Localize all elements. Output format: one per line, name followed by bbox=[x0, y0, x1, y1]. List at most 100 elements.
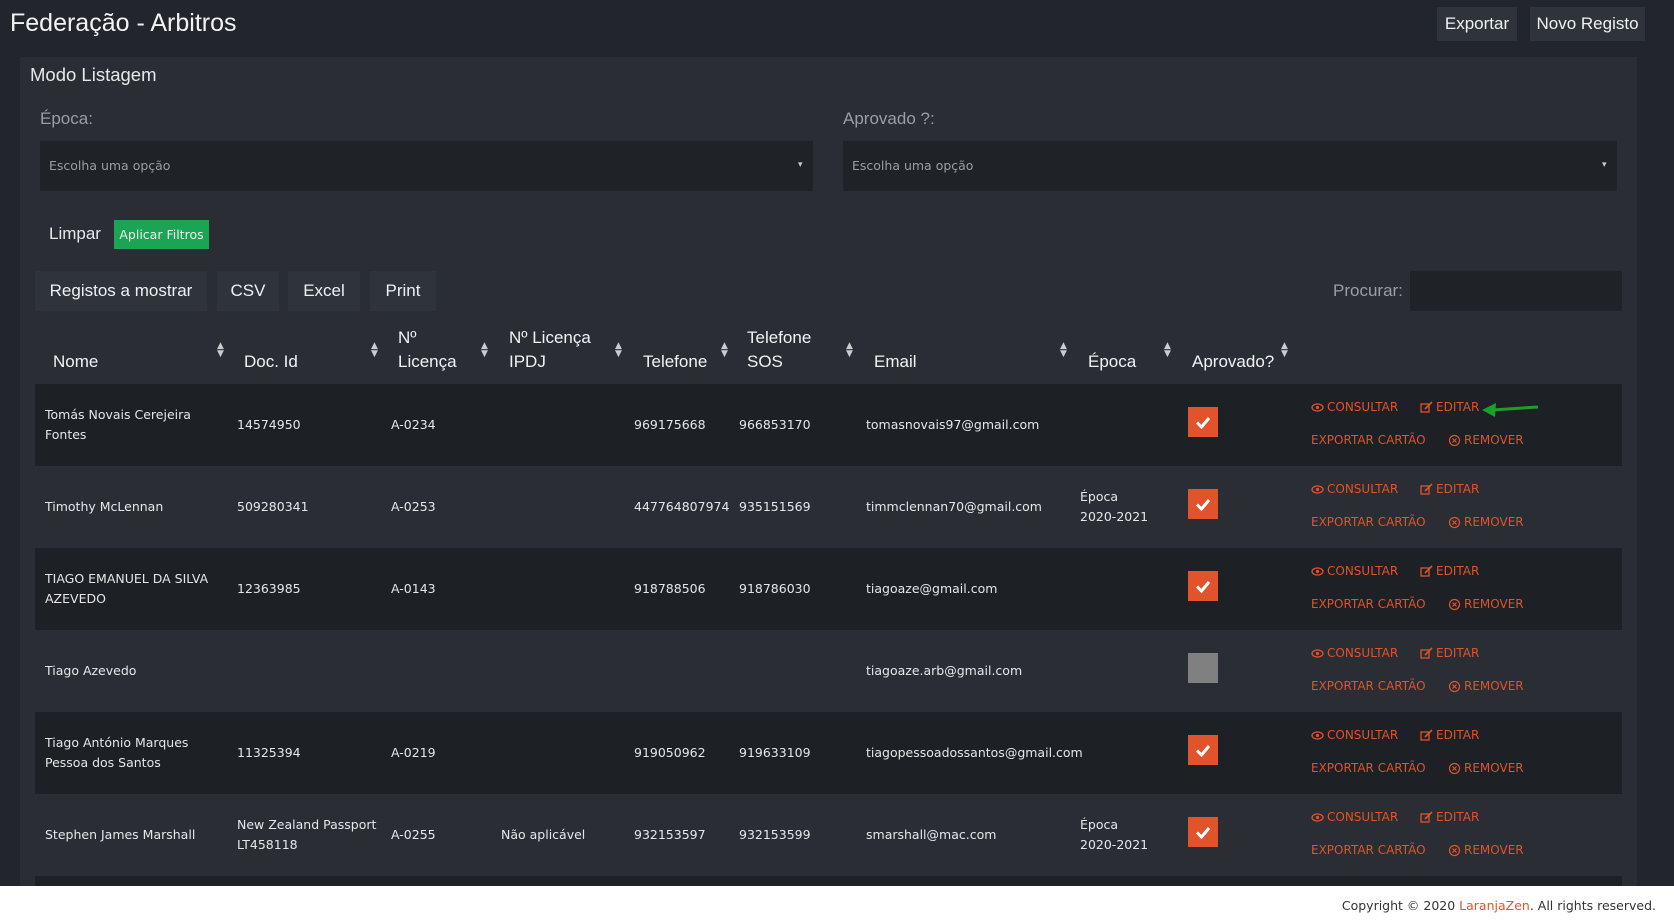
approved-checkbox[interactable] bbox=[1188, 653, 1218, 683]
cell-text: 919633109 bbox=[739, 745, 811, 760]
cell-text: Tomás Novais Cerejeira bbox=[45, 407, 191, 422]
cell-text: Pessoa dos Santos bbox=[45, 755, 161, 770]
sort-icon: ▲ ▼ bbox=[721, 341, 728, 359]
icon bbox=[1311, 484, 1324, 494]
table-cell: Stephen James Marshall bbox=[45, 825, 195, 845]
approved-checkbox[interactable] bbox=[1188, 571, 1218, 601]
action-link[interactable]: EXPORTAR CARTÃO bbox=[1311, 433, 1426, 447]
action-text: CONSULTAR bbox=[1327, 810, 1399, 824]
brand-link[interactable]: LaranjaZen bbox=[1459, 898, 1530, 913]
action-link[interactable]: CONSULTAR bbox=[1311, 400, 1398, 414]
approved-checkbox[interactable] bbox=[1188, 817, 1218, 847]
table-cell: TIAGO EMANUEL DA SILVA AZEVEDO bbox=[45, 569, 208, 609]
column-header: Telefone bbox=[643, 352, 708, 371]
cell-text: 935151569 bbox=[739, 499, 811, 514]
action-link[interactable]: EXPORTAR CARTÃO bbox=[1311, 515, 1426, 529]
cell-text: AZEVEDO bbox=[45, 591, 106, 606]
cell-text: 12363985 bbox=[237, 581, 301, 596]
action-text: CONSULTAR bbox=[1327, 482, 1399, 496]
action-link[interactable]: REMOVER bbox=[1448, 679, 1524, 693]
icon bbox=[1448, 434, 1461, 446]
column-header: Email bbox=[874, 352, 917, 371]
action-link[interactable]: CONSULTAR bbox=[1311, 482, 1398, 496]
panel-title: Modo Listagem bbox=[30, 64, 157, 85]
action-link[interactable]: REMOVER bbox=[1448, 761, 1524, 775]
icon bbox=[1448, 516, 1461, 528]
action-text: REMOVER bbox=[1464, 679, 1524, 693]
icon bbox=[1420, 482, 1433, 495]
column-header: Telefone bbox=[747, 328, 812, 347]
footer-text: Copyright © 2020 LaranjaZen. All rights … bbox=[1342, 898, 1656, 913]
action-link[interactable]: EXPORTAR CARTÃO bbox=[1311, 843, 1426, 857]
action-link[interactable]: REMOVER bbox=[1448, 433, 1524, 447]
action-text: EDITAR bbox=[1436, 646, 1480, 660]
cell-text: 966853170 bbox=[739, 417, 811, 432]
check bbox=[1195, 499, 1211, 512]
select[interactable] bbox=[843, 141, 1617, 191]
action-link[interactable]: EXPORTAR CARTÃO bbox=[1311, 597, 1426, 611]
approved-checkbox[interactable] bbox=[1188, 735, 1218, 765]
action-link[interactable]: CONSULTAR bbox=[1311, 646, 1398, 660]
new-record-button[interactable]: Novo Registo bbox=[1530, 7, 1645, 41]
action-link[interactable]: EDITAR bbox=[1420, 728, 1479, 742]
table-cell: smarshall@mac.com bbox=[866, 825, 996, 845]
table-cell: Tomás Novais Cerejeira Fontes bbox=[45, 405, 191, 445]
select-placeholder: Escolha uma opção bbox=[852, 158, 974, 173]
icon bbox=[1420, 646, 1433, 659]
clear-button[interactable]: Limpar bbox=[49, 224, 101, 243]
action-link[interactable]: REMOVER bbox=[1448, 843, 1524, 857]
search-input[interactable] bbox=[1410, 271, 1622, 311]
action-link[interactable]: EDITAR bbox=[1420, 810, 1479, 824]
icon bbox=[1448, 762, 1461, 774]
filter-label: Época: bbox=[40, 109, 93, 128]
action-link[interactable]: REMOVER bbox=[1448, 515, 1524, 529]
action-link[interactable]: EDITAR bbox=[1420, 646, 1479, 660]
table-row bbox=[35, 794, 1622, 876]
select[interactable] bbox=[40, 141, 813, 191]
apply-button[interactable]: Aplicar Filtros bbox=[114, 220, 209, 249]
page-title: Federação - Arbitros bbox=[10, 9, 237, 37]
table-cell: Época 2020-2021 bbox=[1080, 815, 1148, 855]
toolbar-button[interactable]: Print bbox=[370, 271, 436, 311]
table-row bbox=[35, 630, 1622, 712]
action-link[interactable]: REMOVER bbox=[1448, 597, 1524, 611]
action-text: EXPORTAR CARTÃO bbox=[1311, 597, 1426, 611]
check bbox=[1195, 827, 1211, 840]
action-link[interactable]: CONSULTAR bbox=[1311, 810, 1398, 824]
cell-text: 2020-2021 bbox=[1080, 509, 1149, 524]
table-cell: 447764807974 bbox=[634, 497, 729, 517]
table-cell: tiagoaze@gmail.com bbox=[866, 579, 997, 599]
toolbar-button[interactable]: CSV bbox=[217, 271, 279, 311]
table-cell: Timothy McLennan bbox=[45, 497, 163, 517]
approved-checkbox[interactable] bbox=[1188, 407, 1218, 437]
icon bbox=[1311, 730, 1324, 740]
action-link[interactable]: CONSULTAR bbox=[1311, 728, 1398, 742]
toolbar-button[interactable]: Excel bbox=[288, 271, 360, 311]
table-cell: 919633109 bbox=[739, 743, 811, 763]
action-link[interactable]: EXPORTAR CARTÃO bbox=[1311, 679, 1426, 693]
toolbar-button[interactable]: Registos a mostrar bbox=[35, 271, 207, 311]
action-text: CONSULTAR bbox=[1327, 646, 1399, 660]
cell-text: 918786030 bbox=[739, 581, 811, 596]
table-row bbox=[35, 466, 1622, 548]
table-cell: tiagopessoadossantos@gmail.com bbox=[866, 743, 1083, 763]
cell-text: 919050962 bbox=[634, 745, 706, 760]
action-link[interactable]: EDITAR bbox=[1420, 482, 1479, 496]
check bbox=[1195, 417, 1211, 430]
action-link[interactable]: CONSULTAR bbox=[1311, 564, 1398, 578]
action-link[interactable]: EDITAR bbox=[1420, 400, 1479, 414]
cell-text: Não aplicável bbox=[501, 827, 586, 842]
column-header: SOS bbox=[747, 352, 783, 371]
icon bbox=[1311, 812, 1324, 822]
export-button[interactable]: Exportar bbox=[1437, 7, 1517, 41]
cell-text: 509280341 bbox=[237, 499, 309, 514]
sort-icon: ▲ ▼ bbox=[1060, 341, 1067, 359]
action-text: EDITAR bbox=[1436, 482, 1480, 496]
approved-checkbox[interactable] bbox=[1188, 489, 1218, 519]
cell-text: New Zealand Passport bbox=[237, 817, 377, 832]
action-text: EXPORTAR CARTÃO bbox=[1311, 515, 1426, 529]
action-link[interactable]: EDITAR bbox=[1420, 564, 1479, 578]
cell-text: TIAGO EMANUEL DA SILVA bbox=[45, 571, 209, 586]
action-link[interactable]: EXPORTAR CARTÃO bbox=[1311, 761, 1426, 775]
